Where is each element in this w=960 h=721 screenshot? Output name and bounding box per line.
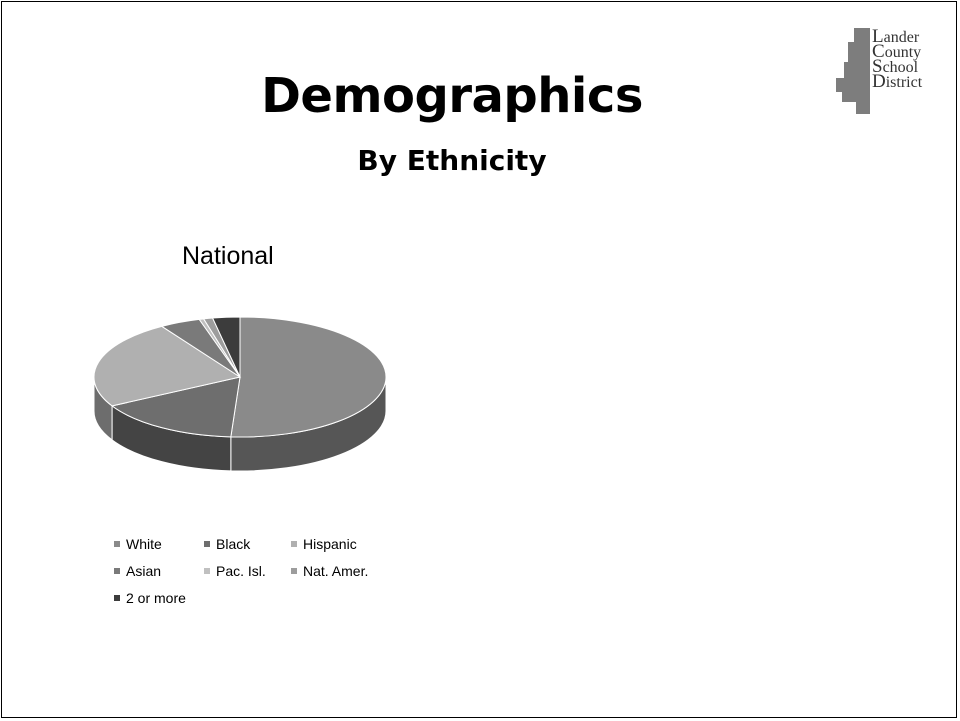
legend-swatch — [204, 541, 210, 548]
legend-item-2-or-more: 2 or more — [114, 590, 186, 606]
legend-label: Asian — [126, 563, 162, 579]
pie-slice-2-or-more — [211, 316, 241, 378]
legend-item-black: Black — [204, 536, 250, 552]
legend-swatch — [291, 541, 297, 548]
pie-slice-white — [230, 316, 387, 438]
legend-item-nat-amer-: Nat. Amer. — [291, 563, 368, 579]
legend-swatch — [204, 568, 210, 575]
legend-item-pac-isl-: Pac. Isl. — [204, 563, 266, 579]
pie-side-walls — [93, 376, 387, 472]
legend-item-white: White — [114, 536, 162, 552]
legend-label: White — [126, 536, 162, 552]
district-logo: Lander County School District — [832, 22, 924, 114]
logo-text: Lander County School District — [872, 26, 923, 92]
logo-line-3: School — [872, 56, 919, 77]
legend-label: Pac. Isl. — [216, 563, 266, 579]
logo-line-1: Lander — [872, 26, 920, 47]
legend-label: Hispanic — [303, 536, 357, 552]
legend-label: Nat. Amer. — [303, 563, 369, 579]
legend-swatch — [114, 541, 120, 548]
legend-swatch — [114, 568, 120, 575]
legend-item-hispanic: Hispanic — [291, 536, 357, 552]
pie-slice-hispanic — [93, 325, 242, 407]
legend-label: Black — [216, 536, 251, 552]
legend-swatch — [114, 595, 120, 602]
nevada-map-icon — [836, 28, 870, 114]
logo-line-4: District — [872, 71, 923, 92]
page-subtitle: By Ethnicity — [357, 144, 547, 177]
page-title: Demographics — [261, 68, 643, 124]
legend-item-asian: Asian — [114, 563, 161, 579]
pie-top-faces — [93, 316, 387, 438]
legend-swatch — [291, 568, 297, 575]
pie-chart — [93, 316, 387, 472]
logo-line-2: County — [872, 41, 922, 62]
legend-label: 2 or more — [126, 590, 186, 606]
pie-slice-black — [110, 376, 241, 438]
chart-title: National — [182, 242, 274, 270]
